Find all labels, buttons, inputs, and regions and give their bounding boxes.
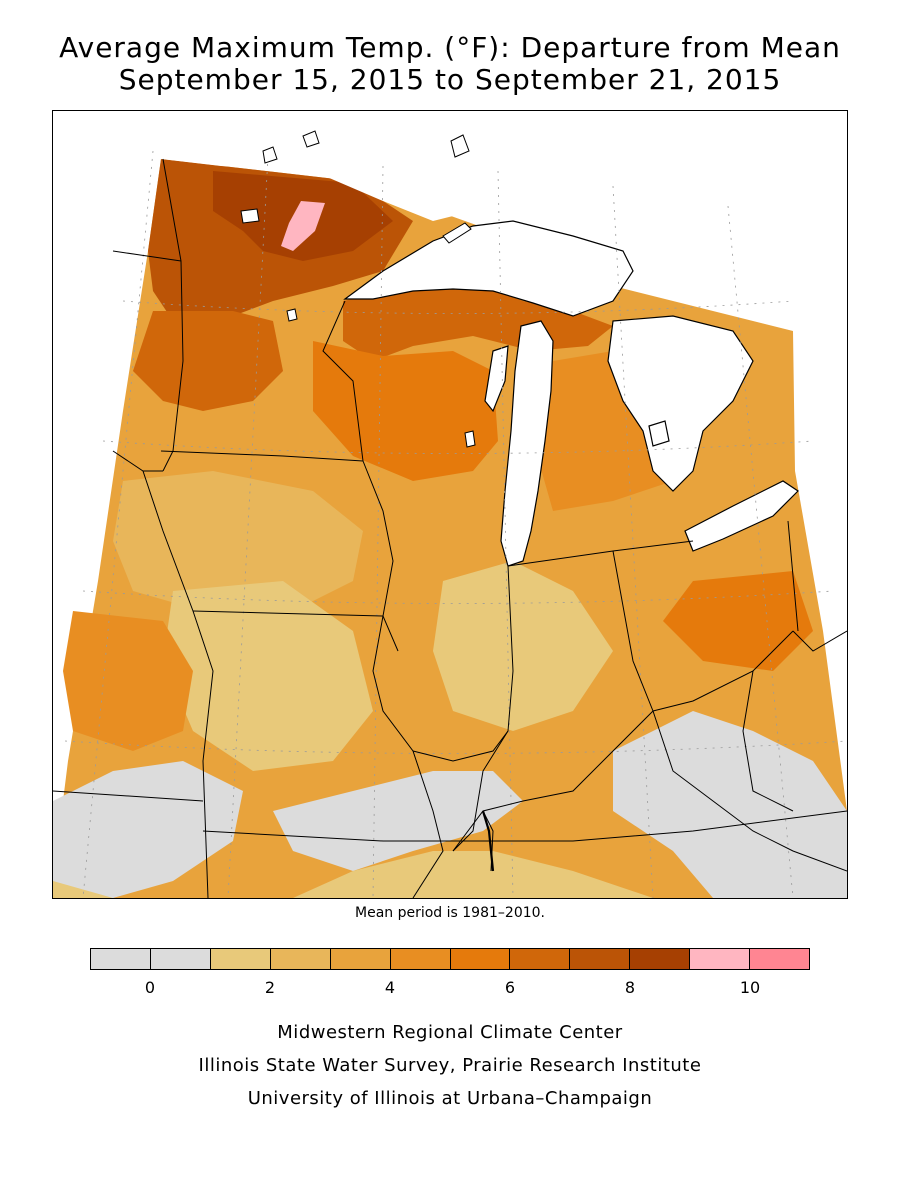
legend-swatch: [210, 949, 271, 969]
legend-tick-label: 0: [144, 978, 156, 997]
legend-swatch: [330, 949, 391, 969]
legend-tick-label: 2: [264, 978, 276, 997]
color-legend: [90, 948, 810, 970]
lake-huron: [607, 315, 754, 492]
lake-michigan: [500, 320, 554, 567]
legend-swatch: [510, 949, 571, 969]
map-frame: [52, 110, 848, 899]
zone-south-gray-center: [273, 771, 523, 871]
green-bay: [484, 345, 509, 413]
kentucky-lake: [481, 810, 495, 872]
legend-tick-label: 10: [739, 978, 761, 997]
map-date-range: September 15, 2015 to September 21, 2015: [118, 63, 782, 96]
zone-kansas-orange: [63, 611, 193, 751]
saginaw-bay: [648, 420, 670, 447]
map-title: Average Maximum Temp. (°F): Departure fr…: [59, 31, 841, 64]
temperature-map: [53, 111, 847, 898]
legend-swatch: [750, 949, 810, 969]
legend-swatch: [91, 949, 151, 969]
legend-tick-label: 6: [504, 978, 516, 997]
lake-islands: [240, 130, 476, 448]
legend-swatch: [690, 949, 751, 969]
legend-tick-label: 4: [384, 978, 396, 997]
legend-swatch: [630, 949, 691, 969]
legend-swatch: [570, 949, 631, 969]
legend-tick-label: 8: [624, 978, 636, 997]
zone-iowa-light: [113, 471, 363, 611]
legend-swatch: [450, 949, 511, 969]
legend-swatch: [150, 949, 211, 969]
mean-period-note: Mean period is 1981–2010.: [355, 905, 545, 921]
credit-isws: Illinois State Water Survey, Prairie Res…: [198, 1055, 702, 1076]
legend-swatch: [270, 949, 331, 969]
zone-illinois-light: [433, 561, 613, 731]
canada-outside: [53, 111, 847, 331]
legend-swatch: [390, 949, 451, 969]
zone-minnesota-central: [133, 311, 283, 411]
graticule: [64, 150, 847, 898]
credit-mrcc: Midwestern Regional Climate Center: [277, 1022, 623, 1043]
zone-warm-pink: [281, 201, 325, 251]
zone-missouri-light: [163, 581, 373, 771]
zone-south-gray-west: [53, 761, 243, 898]
zone-south-light: [53, 851, 653, 898]
zone-ohio-orange: [663, 571, 813, 671]
credit-uiuc: University of Illinois at Urbana–Champai…: [247, 1088, 653, 1109]
lake-erie: [684, 480, 799, 552]
zone-wisconsin-north: [313, 341, 498, 481]
state-boundaries: [53, 158, 847, 898]
